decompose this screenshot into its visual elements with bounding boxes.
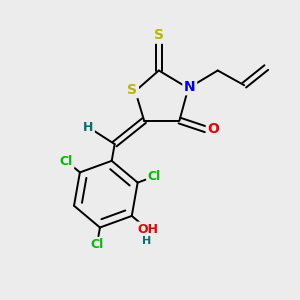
Text: OH: OH (137, 223, 158, 236)
Text: Cl: Cl (90, 238, 104, 251)
Text: O: O (207, 122, 219, 136)
Text: H: H (83, 122, 93, 134)
Text: S: S (154, 28, 164, 42)
Text: H: H (142, 236, 151, 246)
Text: Cl: Cl (148, 170, 161, 183)
Text: N: N (184, 80, 196, 94)
Text: S: S (127, 82, 137, 97)
Text: Cl: Cl (60, 154, 73, 167)
